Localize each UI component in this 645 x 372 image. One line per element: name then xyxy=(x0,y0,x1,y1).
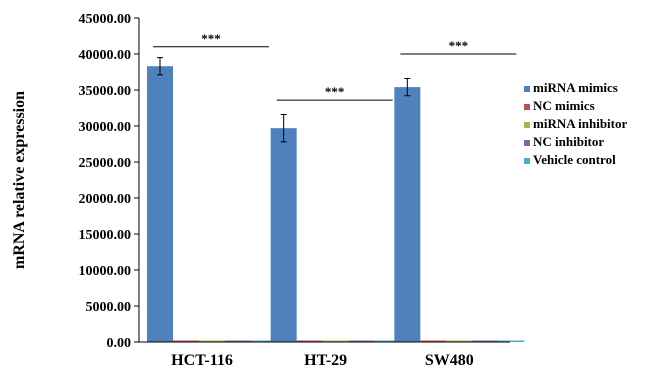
y-axis-title: mRNA relative expression xyxy=(11,91,28,269)
y-tick-label: 5000.00 xyxy=(86,300,132,315)
bar xyxy=(420,340,447,342)
legend-label: miRNA mimics xyxy=(533,80,618,95)
bar xyxy=(225,340,251,342)
y-tick-label: 25000.00 xyxy=(79,156,132,171)
y-axis-ticks: 0.00 5000.00 10000.00 15000.00 20000.00 25000… xyxy=(79,12,139,351)
y-tick-label: 40000.00 xyxy=(79,48,132,63)
significance-stars: *** xyxy=(325,84,345,99)
bar xyxy=(374,340,401,342)
x-category-label: HCT-116 xyxy=(171,352,233,369)
bar xyxy=(322,340,349,342)
legend-swatch xyxy=(524,140,530,146)
y-tick-label: 35000.00 xyxy=(79,84,132,99)
y-tick-label: 30000.00 xyxy=(79,120,132,135)
bar xyxy=(296,340,323,342)
legend-label: miRNA inhibitor xyxy=(533,116,627,131)
bar xyxy=(251,340,277,342)
error-bars xyxy=(157,57,411,143)
x-category-label: HT-29 xyxy=(304,352,347,369)
x-axis-category-labels: HCT-116 HT-29 SW480 xyxy=(171,352,474,369)
significance-stars: *** xyxy=(201,31,221,46)
bar xyxy=(348,340,375,342)
y-tick-label: 15000.00 xyxy=(79,228,132,243)
legend-label: Vehicle control xyxy=(533,152,616,167)
legend-swatch xyxy=(524,86,530,92)
y-tick-label: 10000.00 xyxy=(79,264,132,279)
bar xyxy=(446,340,473,342)
significance-stars: *** xyxy=(449,38,469,53)
legend-swatch xyxy=(524,122,530,128)
significance-annotations: *** *** *** xyxy=(153,31,517,101)
legend-label: NC inhibitor xyxy=(533,134,604,149)
y-tick-label: 0.00 xyxy=(107,336,132,351)
bar xyxy=(173,340,199,342)
bar xyxy=(199,340,225,342)
legend: miRNA mimics NC mimics miRNA inhibitor NC i… xyxy=(524,80,627,167)
y-tick-label: 20000.00 xyxy=(79,192,132,207)
legend-swatch xyxy=(524,104,530,110)
bar xyxy=(394,87,421,343)
legend-swatch xyxy=(524,158,530,164)
bar xyxy=(147,66,173,343)
legend-label: NC mimics xyxy=(533,98,595,113)
bar xyxy=(270,128,297,342)
y-tick-label: 45000.00 xyxy=(79,12,132,27)
x-category-label: SW480 xyxy=(425,352,474,369)
bar xyxy=(472,340,499,342)
bars xyxy=(147,66,525,343)
bar xyxy=(498,340,525,342)
